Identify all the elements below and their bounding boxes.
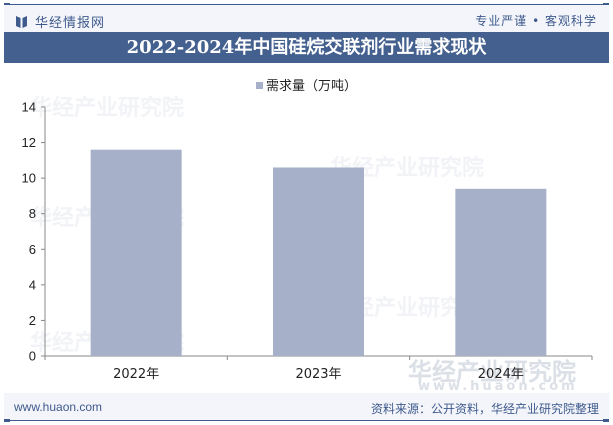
top-border-line <box>4 3 609 6</box>
chart-title: 2022-2024年中国硅烷交联剂行业需求现状 <box>4 32 609 63</box>
y-tick-label: 2 <box>29 313 36 328</box>
legend-swatch <box>255 82 263 89</box>
bottom-border-line <box>4 419 609 422</box>
footer-band: www.huaon.com 资料来源：公开资料，华经产业研究院整理 <box>4 393 609 420</box>
x-tick-label: 2024年 <box>478 367 524 382</box>
y-tick-label: 10 <box>22 171 36 186</box>
book-logo-icon <box>16 15 27 28</box>
brand-name: 华经情报网 <box>35 16 106 31</box>
x-tick-label: 2023年 <box>295 367 341 382</box>
x-tick-label: 2022年 <box>113 367 159 382</box>
chart-legend: 需求量（万吨） <box>0 75 613 94</box>
legend-label: 需求量（万吨） <box>265 79 357 94</box>
footer-source: 资料来源：公开资料，华经产业研究院整理 <box>370 402 599 416</box>
header-band: 华经情报网 专业严谨 • 客观科学 <box>4 5 609 32</box>
slogan: 专业严谨 • 客观科学 <box>475 14 597 28</box>
y-tick-label: 0 <box>29 349 36 364</box>
y-tick-label: 4 <box>29 277 36 292</box>
y-tick-label: 12 <box>22 135 36 150</box>
bar-2023年 <box>273 167 364 356</box>
brand-logo: 华经情报网 <box>16 12 105 31</box>
y-tick-label: 14 <box>22 100 36 115</box>
y-tick-label: 6 <box>29 242 36 257</box>
y-tick-label: 8 <box>29 206 36 221</box>
footer-url[interactable]: www.huaon.com <box>14 400 103 414</box>
bar-2022年 <box>90 149 182 356</box>
bar-2024年 <box>455 188 547 356</box>
